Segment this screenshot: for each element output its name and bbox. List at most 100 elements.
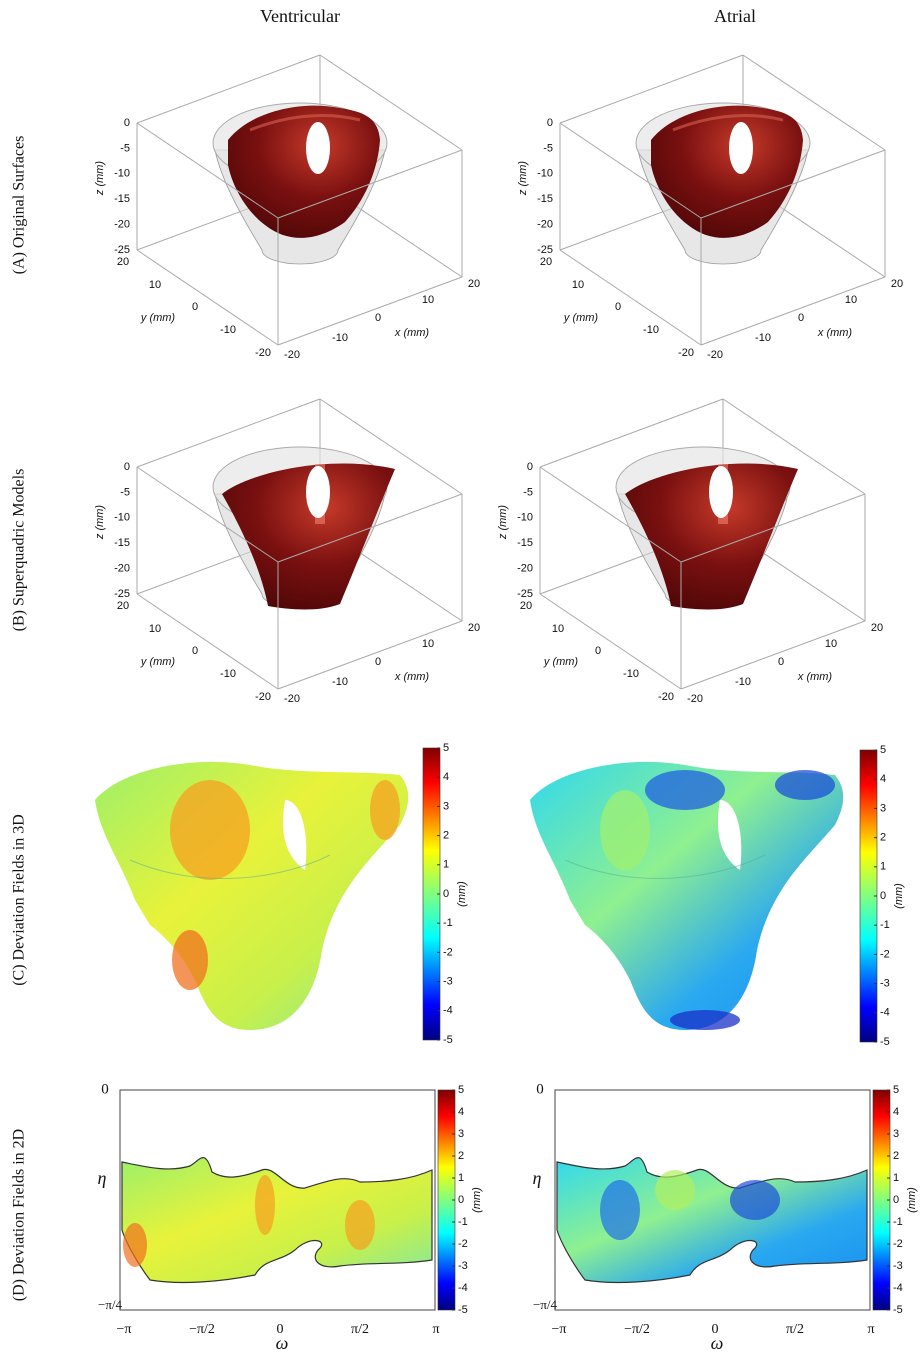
- box-edge: [136, 398, 321, 468]
- box-edge: [277, 620, 463, 690]
- colorbar-tick-label: 5: [443, 742, 449, 754]
- box-edge: [680, 620, 866, 690]
- deviation-blob: [255, 1175, 275, 1235]
- deviation-blob: [123, 1223, 147, 1267]
- colorbar-tick-label: 4: [443, 771, 449, 783]
- y-tick-label: -10: [643, 324, 659, 336]
- x-axis-label: x (mm): [394, 671, 430, 683]
- box-edge: [559, 249, 702, 346]
- x-tick-label: π/2: [786, 1322, 804, 1337]
- z-tick-label: -25: [537, 244, 553, 256]
- deviation-surface: [95, 761, 409, 1030]
- colorbar-tick-label: 3: [458, 1128, 464, 1140]
- z-axis-label: z (mm): [94, 161, 106, 197]
- y-tick-label: 10: [149, 279, 161, 291]
- colorbar-tick-label: -2: [458, 1238, 468, 1250]
- y-tick-label: -10: [623, 668, 639, 680]
- box-edge: [136, 54, 321, 124]
- deviation-blob: [655, 1170, 695, 1210]
- surface: [625, 463, 798, 610]
- box-edge: [539, 593, 682, 690]
- deviation-map: [556, 1157, 868, 1284]
- surface-fold: [564, 854, 766, 879]
- y-tick-label: 0: [536, 1081, 544, 1097]
- surface-highlight: [249, 114, 361, 132]
- z-tick-label: -15: [114, 193, 130, 205]
- box-edge: [680, 493, 866, 563]
- y-tick-label: −π/4: [533, 1297, 558, 1312]
- z-tick-label: 0: [547, 117, 553, 129]
- z-tick-label: -5: [543, 142, 553, 154]
- colorbar-tick-label: -3: [880, 978, 890, 990]
- y-tick-label: 0: [192, 301, 198, 313]
- x-tick-label: 10: [422, 638, 434, 650]
- z-tick-label: -25: [114, 588, 130, 600]
- y-tick-label: 20: [520, 600, 532, 612]
- x-axis-label: x (mm): [394, 327, 430, 339]
- colorbar-tick-label: 4: [880, 773, 886, 785]
- colorbar-tick-label: 1: [458, 1172, 464, 1184]
- x-tick-label: 0: [375, 312, 381, 324]
- surface-opening: [282, 800, 307, 870]
- colorbar-tick-label: -5: [893, 1304, 903, 1316]
- row-label: (D) Deviation Fields in 2D: [11, 1129, 28, 1301]
- colorbar-tick-label: -4: [443, 1005, 453, 1017]
- x-tick-label: 10: [825, 638, 837, 650]
- box-edge: [319, 54, 463, 151]
- colorbar-tick-label: 0: [443, 888, 449, 900]
- box-edge: [722, 398, 866, 495]
- colorbar-tick-label: 5: [893, 1084, 899, 1096]
- deviation-blob: [345, 1200, 375, 1250]
- colorbar-tick-label: 3: [880, 802, 886, 814]
- deviation-map: [121, 1157, 433, 1284]
- y-tick-label: 20: [540, 256, 552, 268]
- x-tick-label: -10: [755, 332, 771, 344]
- y-tick-label: 20: [117, 256, 129, 268]
- colorbar-tick-label: -3: [443, 976, 453, 988]
- box-edge: [136, 593, 279, 690]
- colorbar-tick-label: 1: [880, 861, 886, 873]
- y-axis-label: η: [533, 1168, 542, 1188]
- x-tick-label: -20: [284, 693, 300, 705]
- z-tick-label: -10: [537, 168, 553, 180]
- surface: [222, 463, 395, 610]
- surface-opening: [306, 466, 330, 518]
- colorbar-tick-label: -2: [443, 946, 453, 958]
- panel-2d: 0 −π/4 η −π −π/2 0 π/2 π ω: [533, 1081, 875, 1353]
- deviation-blob: [172, 930, 208, 990]
- x-tick-label: -20: [707, 349, 723, 361]
- colorbar-unit: (mm): [906, 1187, 918, 1213]
- surface: [228, 105, 380, 238]
- y-tick-label: 0: [192, 645, 198, 657]
- colorbar-tick-label: 4: [893, 1106, 899, 1118]
- colorbar-tick-label: -4: [893, 1282, 903, 1294]
- y-tick-label: -20: [255, 691, 271, 703]
- colorbar-tick-label: 3: [893, 1128, 899, 1140]
- surface-fold: [129, 854, 331, 879]
- x-tick-label: 0: [712, 1322, 719, 1337]
- deviation-blob: [370, 780, 400, 840]
- z-tick-label: 0: [124, 117, 130, 129]
- box-edge: [277, 276, 463, 346]
- colorbar-tick-label: -1: [893, 1216, 903, 1228]
- z-tick-label: -5: [523, 486, 533, 498]
- column-title: Ventricular: [260, 6, 340, 26]
- surface-opening: [306, 122, 330, 174]
- colorbar-tick-label: 2: [880, 832, 886, 844]
- surface-opening: [729, 122, 753, 174]
- colorbar-tick-label: -1: [880, 919, 890, 931]
- y-axis-label: η: [98, 1168, 107, 1188]
- deviation-field-3d: [95, 761, 409, 1030]
- x-tick-label: -10: [735, 676, 751, 688]
- y-tick-label: 10: [149, 623, 161, 635]
- x-tick-label: −π: [552, 1322, 567, 1337]
- deviation-blob: [775, 770, 835, 800]
- x-tick-label: 0: [375, 656, 381, 668]
- z-axis-label: z (mm): [517, 161, 529, 197]
- colorbar-tick-label: -4: [458, 1282, 468, 1294]
- y-axis-label: y (mm): [140, 312, 176, 324]
- colorbar-tick-label: -2: [880, 948, 890, 960]
- colorbar-tick-label: 1: [443, 859, 449, 871]
